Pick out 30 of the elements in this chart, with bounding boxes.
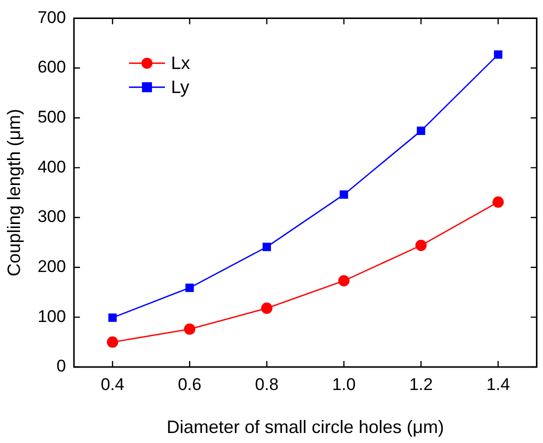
x-tick-label: 0.6	[178, 374, 202, 394]
y-tick-label: 200	[38, 257, 66, 276]
y-tick-label: 0	[56, 356, 66, 376]
point	[262, 242, 271, 252]
x-tick-label: 1.4	[486, 374, 510, 394]
y-tick-label: 500	[38, 108, 66, 127]
legend-label: Ly	[170, 77, 190, 98]
y-tick-label: 100	[38, 306, 66, 326]
point	[185, 284, 194, 292]
point	[106, 336, 118, 348]
y-axis-title: Coupling length (μm)	[4, 108, 24, 276]
point	[340, 190, 348, 199]
x-tick-label: 0.8	[254, 374, 279, 394]
point	[108, 313, 117, 322]
x-tick-label: 1.2	[409, 374, 433, 394]
y-tick-label: 400	[38, 157, 66, 176]
point	[416, 126, 426, 135]
y-tick-label: 600	[38, 58, 66, 77]
point	[184, 323, 196, 335]
point	[415, 240, 427, 252]
point	[261, 302, 272, 314]
y-tick-label: 300	[38, 207, 66, 226]
legend-label: Lx	[170, 53, 190, 74]
y-tick-label: 700	[38, 8, 66, 27]
x-axis-title: Diameter of small circle holes (μm)	[166, 417, 444, 438]
point	[492, 196, 504, 208]
x-tick-label: 1.0	[332, 374, 356, 394]
x-tick-label: 0.4	[100, 374, 124, 394]
point	[494, 50, 502, 59]
point	[338, 275, 350, 286]
